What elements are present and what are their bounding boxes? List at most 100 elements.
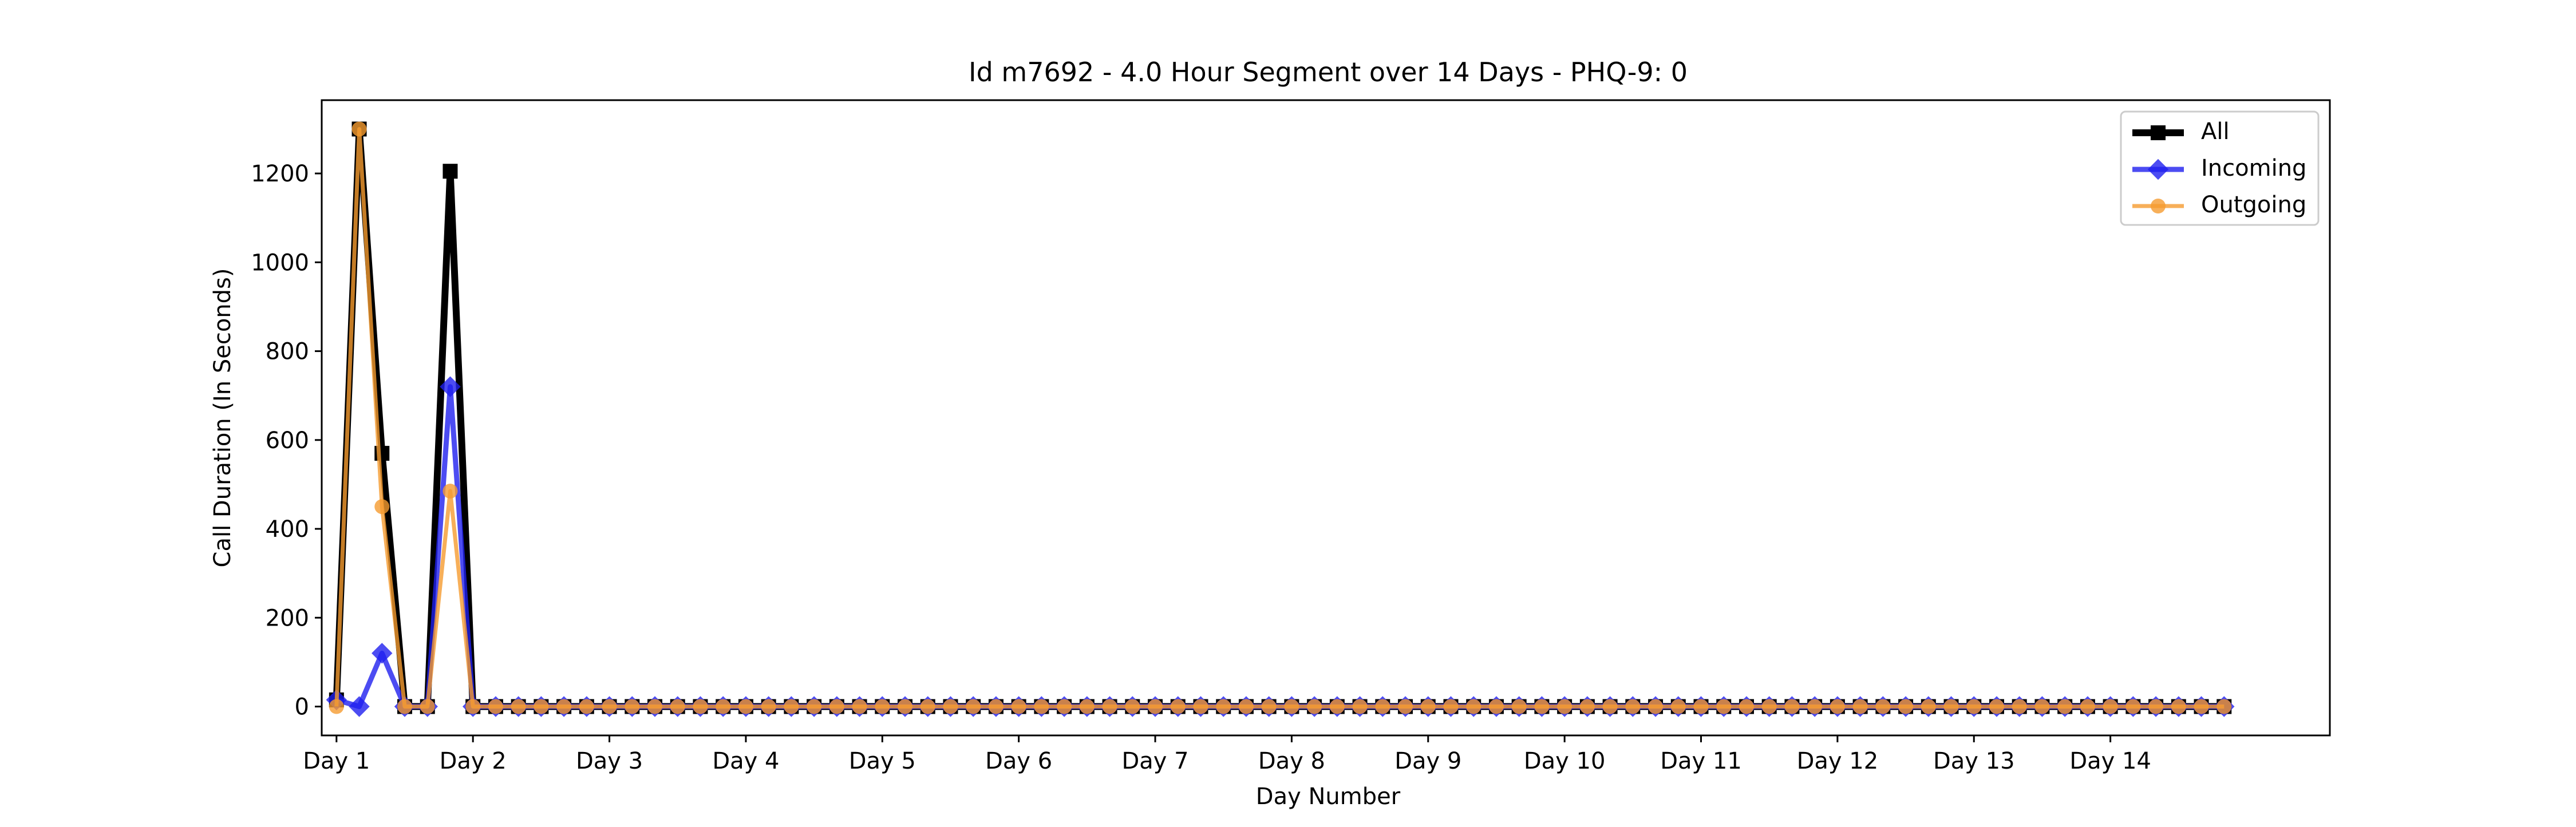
data-point-outgoing [1579, 699, 1595, 714]
data-point-outgoing [1216, 699, 1231, 714]
data-point-outgoing [1693, 699, 1709, 714]
data-point-outgoing [1193, 699, 1208, 714]
data-point-outgoing [2171, 699, 2186, 714]
data-point-outgoing [988, 699, 1003, 714]
plot-area: 0 200 400 600 800 1000 1200 Day 1 Day 2 Day 3 Day … [251, 99, 2331, 774]
data-point-outgoing [1466, 699, 1481, 714]
data-point-outgoing [1352, 699, 1368, 714]
data-point-outgoing [784, 699, 799, 714]
data-point-outgoing [2125, 699, 2141, 714]
data-point-outgoing [1716, 699, 1732, 714]
x-tick-label: Day 8 [1258, 748, 1325, 774]
data-point-outgoing [1534, 699, 1550, 714]
data-point-outgoing [1830, 699, 1845, 714]
data-point-outgoing [716, 699, 731, 714]
data-point-outgoing [625, 699, 640, 714]
x-tick-label: Day 3 [576, 748, 643, 774]
data-point-outgoing [1420, 699, 1436, 714]
data-point-outgoing [602, 699, 617, 714]
data-point-outgoing [1761, 699, 1777, 714]
data-point-outgoing [2080, 699, 2095, 714]
data-point-outgoing [374, 499, 390, 515]
data-point-outgoing [1966, 699, 1982, 714]
legend-label-all: All [2201, 118, 2230, 145]
data-point-outgoing [534, 699, 549, 714]
data-point-outgoing [2034, 699, 2050, 714]
x-tick-label: Day 12 [1797, 748, 1879, 774]
data-point-outgoing [1488, 699, 1504, 714]
data-point-outgoing [2057, 699, 2073, 714]
data-point-outgoing [1670, 699, 1686, 714]
data-point-outgoing [329, 699, 344, 714]
legend-label-outgoing: Outgoing [2201, 192, 2306, 218]
y-tick-label: 600 [266, 428, 309, 454]
data-point-outgoing [1170, 699, 1186, 714]
data-point-outgoing [1011, 699, 1026, 714]
data-point-outgoing [1148, 699, 1163, 714]
legend-marker-all [2151, 125, 2166, 140]
y-tick-label: 1000 [251, 250, 309, 276]
data-point-outgoing [670, 699, 685, 714]
data-point-outgoing [1511, 699, 1527, 714]
y-tick-label: 200 [266, 605, 309, 631]
x-tick-label: Day 11 [1660, 748, 1742, 774]
data-point-outgoing [351, 121, 367, 137]
x-tick-label: Day 9 [1394, 748, 1461, 774]
data-point-outgoing [761, 699, 776, 714]
data-point-outgoing [1739, 699, 1754, 714]
legend: All Incoming Outgoing [2120, 110, 2320, 226]
data-point-outgoing [488, 699, 503, 714]
data-point-outgoing [1307, 699, 1322, 714]
data-point-incoming [372, 643, 393, 664]
data-point-outgoing [1648, 699, 1664, 714]
legend-label-incoming: Incoming [2201, 155, 2306, 181]
y-tick-label: 800 [266, 339, 309, 365]
data-point-outgoing [1557, 699, 1573, 714]
data-point-outgoing [1921, 699, 1936, 714]
y-axis-label: Call Duration (In Seconds) [210, 268, 236, 568]
x-tick-label: Day 4 [712, 748, 779, 774]
data-point-outgoing [1898, 699, 1914, 714]
data-point-outgoing [1375, 699, 1390, 714]
data-point-outgoing [829, 699, 844, 714]
data-point-outgoing [1784, 699, 1800, 714]
data-point-outgoing [1102, 699, 1117, 714]
data-point-outgoing [397, 699, 413, 714]
data-point-outgoing [852, 699, 867, 714]
y-tick-label: 400 [266, 516, 309, 543]
data-point-outgoing [943, 699, 958, 714]
x-tick-label: Day 14 [2069, 748, 2151, 774]
data-point-outgoing [1625, 699, 1641, 714]
axes-frame [321, 99, 2331, 737]
x-tick-label: Day 6 [985, 748, 1052, 774]
data-point-incoming [440, 376, 461, 397]
x-tick-label: Day 5 [849, 748, 916, 774]
data-point-outgoing [465, 699, 481, 714]
data-point-outgoing [556, 699, 572, 714]
data-point-outgoing [1852, 699, 1868, 714]
data-point-outgoing [1261, 699, 1277, 714]
data-point-outgoing [442, 484, 458, 499]
data-point-outgoing [2194, 699, 2209, 714]
data-point-outgoing [966, 699, 981, 714]
legend-marker-incoming [2147, 159, 2169, 180]
legend-frame [2120, 110, 2320, 226]
x-tick-label: Day 13 [1933, 748, 2015, 774]
x-tick-label: Day 1 [303, 748, 370, 774]
data-point-outgoing [1875, 699, 1891, 714]
data-point-outgoing [2217, 699, 2232, 714]
x-tick-label: Day 2 [440, 748, 507, 774]
data-point-outgoing [1034, 699, 1049, 714]
data-point-outgoing [807, 699, 822, 714]
data-point-all [442, 164, 458, 179]
y-tick-label: 0 [295, 694, 309, 721]
data-point-outgoing [647, 699, 663, 714]
data-point-outgoing [1989, 699, 2004, 714]
data-point-outgoing [1329, 699, 1345, 714]
data-point-outgoing [2012, 699, 2027, 714]
data-point-outgoing [511, 699, 526, 714]
data-point-outgoing [875, 699, 890, 714]
data-point-outgoing [1943, 699, 1959, 714]
data-point-outgoing [1398, 699, 1413, 714]
